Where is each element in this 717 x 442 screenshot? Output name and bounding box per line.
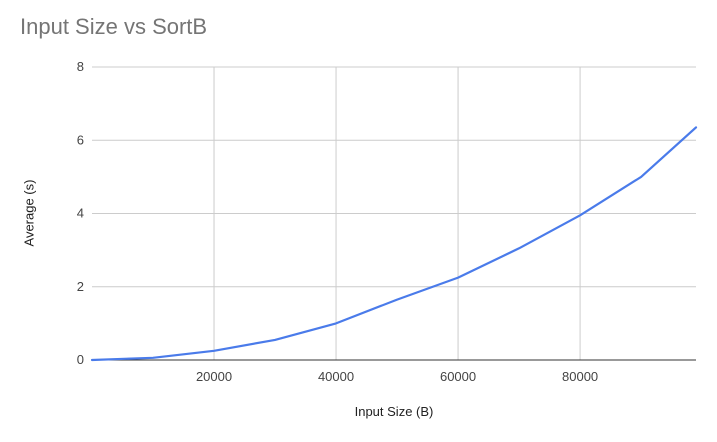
y-tick-label: 0: [77, 352, 84, 367]
series-line: [90, 126, 698, 362]
x-tick-label: 20000: [196, 369, 232, 384]
y-tick-label: 6: [77, 132, 84, 147]
x-tick-label: 60000: [440, 369, 476, 384]
y-tick-label: 8: [77, 59, 84, 74]
y-axis-label: Average (s): [21, 179, 37, 247]
y-tick-label: 4: [77, 206, 84, 221]
y-tick-label: 2: [77, 279, 84, 294]
x-tick-label: 40000: [318, 369, 354, 384]
x-tick-label: 80000: [562, 369, 598, 384]
x-axis-label: Input Size (B): [354, 404, 434, 419]
chart-title: Input Size vs SortB: [20, 14, 208, 39]
